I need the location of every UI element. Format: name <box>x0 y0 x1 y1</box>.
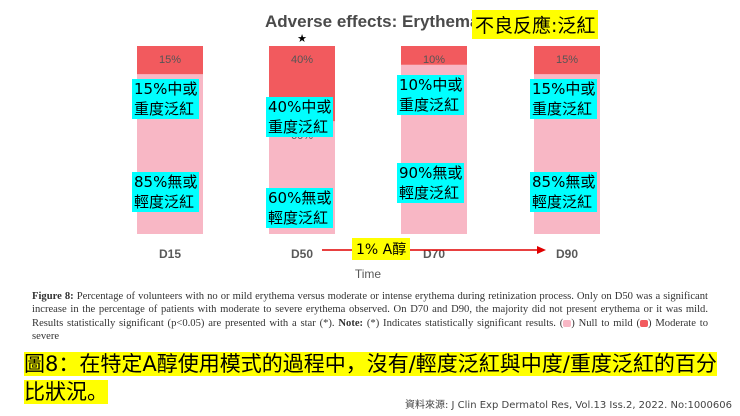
bar-moderate-d90 <box>534 46 600 75</box>
caption-text-4: ) Moderate to severe <box>32 317 708 343</box>
annotation-moderate-d90: 15%中或重度泛紅 <box>530 79 598 119</box>
chart-title-zh: 不良反應:泛紅 <box>472 10 599 39</box>
annotation-mild-d70: 90%無或輕度泛紅 <box>397 163 465 203</box>
value-label-moderate: 10% <box>423 54 445 66</box>
bar-moderate-d70 <box>401 46 467 65</box>
annotation-line-2: 輕度泛紅 <box>268 209 329 227</box>
progress-arrow-head <box>537 246 546 254</box>
annotation-line-1: 85%無或 <box>134 173 198 191</box>
caption-text-3: ) Null to mild ( <box>571 317 641 329</box>
figure-caption: Figure 8: Percentage of volunteers with … <box>32 290 708 344</box>
annotation-line-2: 重度泛紅 <box>399 96 460 114</box>
value-label-moderate: 15% <box>159 54 181 66</box>
moderate-swatch <box>640 319 649 327</box>
annotation-line-2: 重度泛紅 <box>134 100 195 118</box>
annotation-moderate-d15: 15%中或重度泛紅 <box>132 79 200 119</box>
annotation-line-1: 85%無或 <box>532 173 596 191</box>
annotation-line-2: 輕度泛紅 <box>532 193 593 211</box>
annotation-line-2: 輕度泛紅 <box>399 184 460 202</box>
arrow-label: 1% A醇 <box>352 238 411 260</box>
annotation-line-1: 90%無或 <box>399 164 463 182</box>
zh-caption: 圖8：在特定A醇使用模式的過程中，沒有/輕度泛紅與中度/重度泛紅的百分比狀況。 <box>24 350 724 406</box>
annotation-mild-d50: 60%無或輕度泛紅 <box>266 188 334 228</box>
annotation-mild-d15: 85%無或輕度泛紅 <box>132 172 200 212</box>
annotation-line-1: 10%中或 <box>399 76 463 94</box>
mild-swatch <box>563 319 572 327</box>
annotation-line-1: 15%中或 <box>532 80 596 98</box>
annotation-moderate-d50: 40%中或重度泛紅 <box>266 97 334 137</box>
chart-title-row: Adverse effects: Erythema 不良反應:泛紅 <box>0 8 740 39</box>
annotation-line-1: 15%中或 <box>134 80 198 98</box>
value-label-moderate: 15% <box>556 54 578 66</box>
chart-title: Adverse effects: Erythema <box>265 12 480 31</box>
annotation-moderate-d70: 10%中或重度泛紅 <box>397 75 465 115</box>
caption-text-1: Percentage of volunteers with no or mild… <box>32 291 708 329</box>
significance-star: ★ <box>297 32 307 45</box>
annotation-line-1: 60%無或 <box>268 189 332 207</box>
figure-label: Figure 8: <box>32 291 74 302</box>
note-label: Note: <box>338 317 364 329</box>
x-axis-label: Time <box>355 267 382 281</box>
annotation-mild-d90: 85%無或輕度泛紅 <box>530 172 598 212</box>
source-citation: 資料來源: J Clin Exp Dermatol Res, Vol.13 Is… <box>405 400 732 411</box>
x-tick-label: D50 <box>291 247 313 261</box>
caption-text-2: (*) Indicates statistically significant … <box>363 317 564 329</box>
x-tick-label: D70 <box>423 247 445 261</box>
value-label-moderate: 40% <box>291 54 313 66</box>
annotation-line-2: 重度泛紅 <box>268 118 329 136</box>
x-tick-label: D15 <box>159 247 181 261</box>
annotation-line-2: 輕度泛紅 <box>134 193 195 211</box>
annotation-line-2: 重度泛紅 <box>532 100 593 118</box>
bar-moderate-d15 <box>137 46 203 75</box>
x-tick-label: D90 <box>556 247 578 261</box>
annotation-line-1: 40%中或 <box>268 98 332 116</box>
